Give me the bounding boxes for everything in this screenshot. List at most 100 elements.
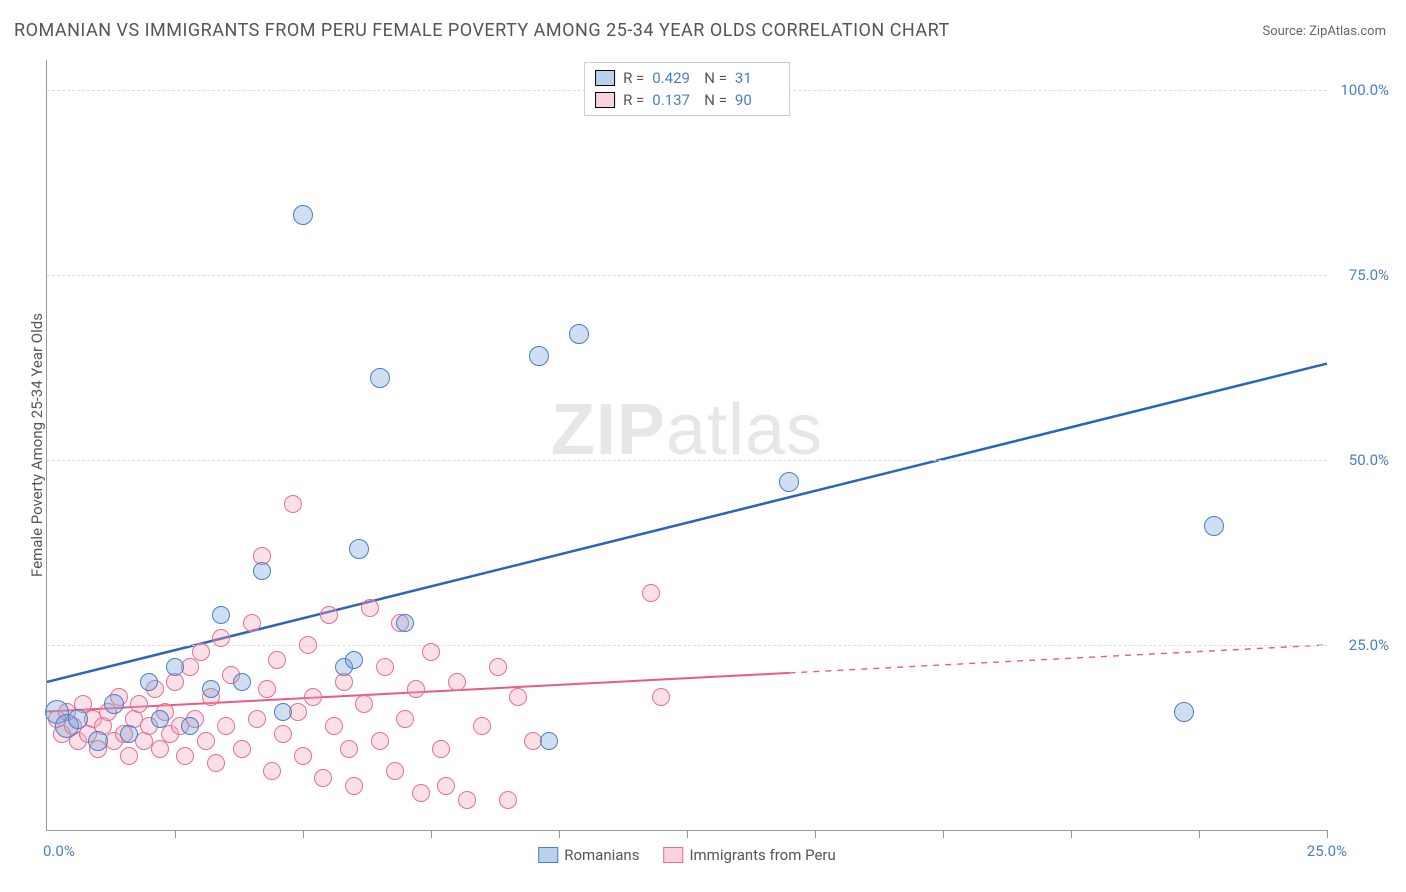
legend-r-value: 0.137 — [652, 89, 696, 111]
swatch-pink-icon — [663, 847, 683, 863]
data-point — [243, 614, 261, 632]
data-point — [166, 658, 184, 676]
data-point — [489, 658, 507, 676]
data-point — [345, 777, 363, 795]
data-point — [268, 651, 286, 669]
data-point — [176, 747, 194, 765]
data-point — [396, 710, 414, 728]
data-point — [258, 680, 276, 698]
data-point — [642, 584, 660, 602]
data-point — [181, 717, 199, 735]
data-point — [284, 495, 302, 513]
data-point — [499, 791, 517, 809]
legend-r-label: R = — [623, 67, 644, 89]
data-point — [274, 725, 292, 743]
data-point — [361, 599, 379, 617]
data-point — [304, 688, 322, 706]
x-tick-mark — [559, 830, 560, 838]
data-point — [212, 606, 230, 624]
plot-area: Female Poverty Among 25-34 Year Olds ZIP… — [46, 60, 1327, 831]
data-point — [376, 658, 394, 676]
data-point — [437, 777, 455, 795]
data-point — [274, 703, 292, 721]
legend-series: Romanians Immigrants from Peru — [538, 846, 836, 864]
data-point — [779, 472, 799, 492]
data-point — [407, 680, 425, 698]
trend-lines — [47, 60, 1327, 830]
data-point — [207, 754, 225, 772]
data-point — [248, 710, 266, 728]
y-axis-label: Female Poverty Among 25-34 Year Olds — [28, 313, 46, 577]
data-point — [120, 725, 138, 743]
x-tick-mark — [815, 830, 816, 838]
data-point — [569, 324, 589, 344]
legend-item: Immigrants from Peru — [663, 846, 835, 864]
legend-r-label: R = — [623, 89, 644, 111]
data-point — [448, 673, 466, 691]
x-tick-mark — [943, 830, 944, 838]
data-point — [412, 784, 430, 802]
legend-stats-row: R = 0.429 N = 31 — [595, 67, 779, 89]
data-point — [289, 703, 307, 721]
data-point — [293, 205, 313, 225]
data-point — [104, 694, 124, 714]
data-point — [386, 762, 404, 780]
x-tick-mark — [303, 830, 304, 838]
data-point — [192, 643, 210, 661]
data-point — [371, 732, 389, 750]
data-point — [652, 688, 670, 706]
legend-n-value: 90 — [735, 89, 779, 111]
data-point — [263, 762, 281, 780]
data-point — [370, 368, 390, 388]
gridline — [47, 460, 1327, 461]
data-point — [299, 636, 317, 654]
x-end-label: 25.0% — [1307, 842, 1347, 860]
legend-r-value: 0.429 — [652, 67, 696, 89]
data-point — [217, 717, 235, 735]
x-tick-mark — [1327, 830, 1328, 838]
data-point — [88, 731, 108, 751]
x-tick-mark — [431, 830, 432, 838]
data-point — [120, 747, 138, 765]
data-point — [432, 740, 450, 758]
chart-title: ROMANIAN VS IMMIGRANTS FROM PERU FEMALE … — [14, 20, 950, 41]
legend-n-label: N = — [704, 89, 727, 111]
data-point — [422, 643, 440, 661]
watermark-light: atlas — [666, 390, 823, 470]
data-point — [340, 740, 358, 758]
data-point — [458, 791, 476, 809]
data-point — [325, 717, 343, 735]
legend-stats-row: R = 0.137 N = 90 — [595, 89, 779, 111]
swatch-blue-icon — [595, 70, 615, 86]
swatch-pink-icon — [595, 92, 615, 108]
data-point — [1174, 702, 1194, 722]
y-tick-label: 25.0% — [1349, 636, 1389, 654]
data-point — [396, 614, 414, 632]
data-point — [345, 651, 363, 669]
legend-n-value: 31 — [735, 67, 779, 89]
data-point — [1204, 516, 1224, 536]
legend-item-label: Immigrants from Peru — [689, 846, 835, 864]
legend-item-label: Romanians — [564, 846, 639, 864]
data-point — [320, 606, 338, 624]
watermark: ZIPatlas — [551, 389, 823, 471]
data-point — [197, 732, 215, 750]
data-point — [202, 680, 220, 698]
data-point — [253, 562, 271, 580]
data-point — [233, 673, 251, 691]
data-point — [294, 747, 312, 765]
source-label: Source: ZipAtlas.com — [1262, 24, 1386, 39]
legend-stats: R = 0.429 N = 31 R = 0.137 N = 90 — [584, 62, 790, 116]
data-point — [314, 769, 332, 787]
data-point — [529, 346, 549, 366]
gridline — [47, 275, 1327, 276]
data-point — [151, 710, 169, 728]
legend-n-label: N = — [704, 67, 727, 89]
data-point — [540, 732, 558, 750]
data-point — [349, 539, 369, 559]
data-point — [130, 695, 148, 713]
data-point — [509, 688, 527, 706]
x-tick-mark — [687, 830, 688, 838]
data-point — [212, 629, 230, 647]
y-tick-label: 75.0% — [1349, 266, 1389, 284]
